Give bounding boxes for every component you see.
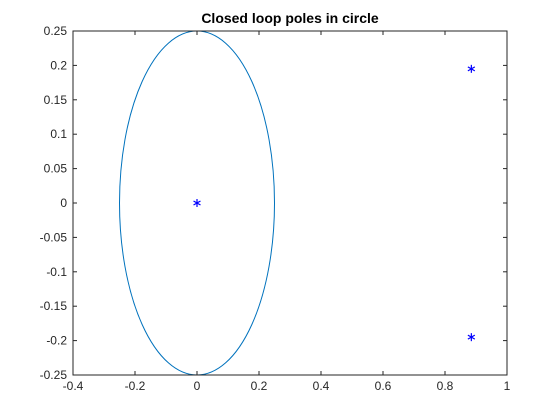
y-tick-label: -0.15 xyxy=(40,299,68,313)
x-tick-label: 0.6 xyxy=(375,379,392,393)
y-tick-label: 0.05 xyxy=(44,162,68,176)
y-tick-label: 0.1 xyxy=(50,127,67,141)
y-tick-label: -0.1 xyxy=(46,265,67,279)
x-tick-label: 0.8 xyxy=(437,379,454,393)
x-tick-label: 0 xyxy=(194,379,201,393)
chart-title: Closed loop poles in circle xyxy=(201,10,379,26)
x-tick-label: 1 xyxy=(504,379,511,393)
y-tick-label: 0.15 xyxy=(44,93,68,107)
y-tick-label: -0.05 xyxy=(40,230,68,244)
y-tick-label: 0.25 xyxy=(44,24,68,38)
x-tick-label: 0.4 xyxy=(313,379,330,393)
x-tick-label: 0.2 xyxy=(251,379,268,393)
y-tick-label: 0 xyxy=(60,196,67,210)
y-tick-label: -0.2 xyxy=(46,334,67,348)
y-tick-label: -0.25 xyxy=(40,368,68,382)
y-tick-label: 0.2 xyxy=(50,58,67,72)
x-tick-label: -0.2 xyxy=(125,379,146,393)
